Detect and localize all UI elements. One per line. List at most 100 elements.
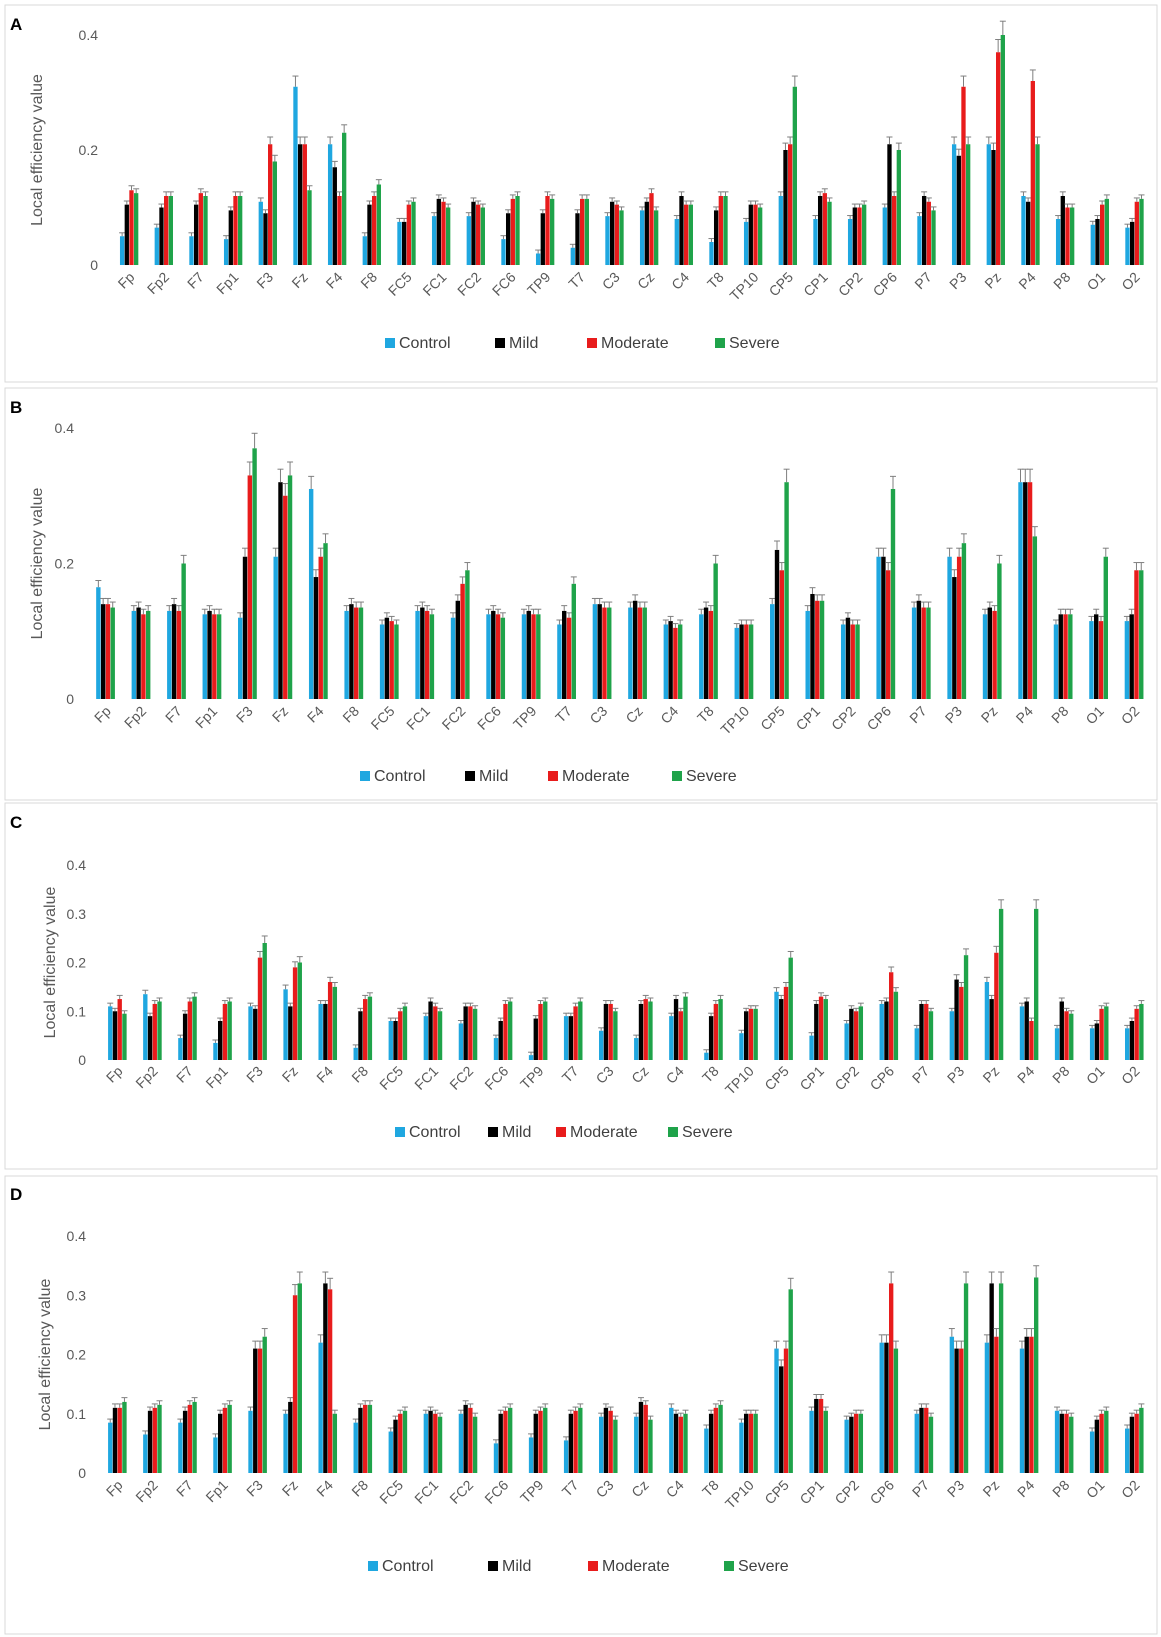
- bar-mild-c4: [673, 1413, 679, 1473]
- bar-control-fp1: [202, 614, 207, 699]
- bar-mild-o2: [1129, 1021, 1135, 1060]
- x-tick-label-cp5: CP5: [761, 1063, 792, 1094]
- panel-frame: [4, 802, 1158, 1170]
- bar-mild-p4: [1025, 201, 1031, 265]
- x-tick-label-fc2: FC2: [439, 703, 469, 733]
- bar-severe-cp2: [862, 204, 867, 266]
- legend-label-severe: Severe: [738, 1558, 789, 1575]
- bar-control-cp5: [774, 991, 779, 1060]
- bar-control-fc6: [501, 239, 506, 266]
- legend-swatch-control: [395, 1127, 405, 1137]
- bar-control-t8: [704, 1052, 709, 1060]
- bar-mild-pz: [987, 607, 993, 699]
- x-tick-label-pz: Pz: [981, 269, 1004, 292]
- bar-moderate-fc6: [495, 614, 501, 699]
- bar-moderate-o1: [1099, 1008, 1104, 1060]
- bar-mild-t7: [575, 213, 580, 265]
- legend-swatch-control: [385, 338, 395, 348]
- bar-mild-p3: [954, 979, 959, 1060]
- bar-control-p7: [917, 216, 922, 266]
- x-tick-label-cp2: CP2: [828, 703, 859, 734]
- bar-severe-fc1: [437, 1416, 443, 1473]
- bar-severe-cp1: [827, 201, 832, 265]
- bar-moderate-pz: [992, 610, 997, 699]
- legend-label-severe: Severe: [729, 335, 780, 352]
- bar-severe-p7: [928, 1011, 934, 1060]
- bar-moderate-fc6: [503, 1410, 508, 1473]
- bar-mild-fc1: [428, 1001, 433, 1060]
- bar-control-fp2: [143, 1434, 148, 1473]
- bar-moderate-p3: [959, 986, 964, 1061]
- bar-control-fc5: [397, 221, 402, 266]
- legend-label-control: Control: [399, 335, 451, 352]
- bar-moderate-o1: [1098, 621, 1104, 699]
- x-tick-label-fc2: FC2: [446, 1477, 476, 1507]
- bar-mild-cp1: [817, 196, 823, 265]
- bar-severe-cp6: [890, 488, 896, 699]
- x-tick-label-f8: F8: [339, 703, 362, 726]
- bar-mild-c3: [597, 604, 602, 699]
- bar-severe-fp: [110, 607, 115, 699]
- bar-control-tp9: [521, 614, 527, 699]
- bar-moderate-fc5: [398, 1413, 403, 1473]
- bar-mild-c3: [603, 1407, 609, 1473]
- bar-moderate-tp10: [744, 624, 749, 699]
- bar-severe-tp9: [550, 198, 555, 266]
- bar-control-t8: [699, 614, 704, 699]
- legend-label-mild: Mild: [502, 1558, 531, 1575]
- bar-severe-f3: [262, 943, 267, 1060]
- bar-mild-cz: [638, 1003, 644, 1060]
- bar-control-t8: [709, 242, 714, 265]
- bar-moderate-fc1: [433, 1413, 438, 1473]
- bar-control-tp9: [528, 1055, 534, 1061]
- bar-moderate-tp9: [531, 614, 536, 699]
- bar-moderate-f3: [247, 475, 252, 699]
- bar-mild-c4: [673, 999, 679, 1060]
- bar-moderate-cp2: [850, 624, 855, 699]
- legend-label-mild: Mild: [502, 1124, 531, 1141]
- bar-mild-fz: [278, 482, 283, 699]
- bar-moderate-fc2: [460, 583, 465, 699]
- bar-severe-f7: [181, 563, 186, 699]
- x-tick-label-fp: Fp: [103, 1477, 126, 1500]
- bar-moderate-fz: [302, 144, 307, 265]
- bar-moderate-p4: [1029, 1336, 1034, 1473]
- bar-control-cp6: [879, 1003, 884, 1060]
- x-tick-label-fc1: FC1: [419, 269, 449, 299]
- bar-severe-cp1: [819, 600, 825, 699]
- bar-mild-pz: [989, 1283, 994, 1473]
- bar-mild-cp5: [783, 150, 788, 265]
- bar-moderate-cz: [649, 193, 654, 266]
- bar-control-p4: [1019, 1006, 1025, 1061]
- y-tick-label: 0: [78, 1052, 86, 1068]
- bar-control-fc2: [458, 1023, 464, 1060]
- bar-mild-f8: [358, 1407, 363, 1473]
- bar-moderate-fc1: [441, 201, 446, 265]
- bar-severe-fc1: [446, 207, 451, 265]
- x-tick-label-p3: P3: [944, 1477, 968, 1501]
- x-tick-label-c4: C4: [663, 1477, 687, 1501]
- bar-severe-pz: [998, 908, 1004, 1061]
- bar-mild-cp2: [849, 1008, 854, 1060]
- x-tick-label-tp9: TP9: [517, 1063, 547, 1093]
- legend-swatch-moderate: [587, 338, 597, 348]
- bar-moderate-f4: [337, 196, 342, 265]
- x-tick-label-tp10: TP10: [717, 703, 752, 738]
- bar-severe-f3: [252, 448, 257, 699]
- bar-control-fc5: [388, 1431, 393, 1473]
- x-tick-label-cp1: CP1: [793, 703, 824, 734]
- bar-moderate-fc6: [510, 198, 515, 266]
- x-tick-label-o2: O2: [1118, 703, 1143, 728]
- legend-label-severe: Severe: [682, 1124, 733, 1141]
- bar-moderate-fc1: [424, 610, 430, 699]
- bar-severe-cp1: [823, 999, 828, 1060]
- y-tick-label: 0.2: [79, 142, 99, 158]
- x-tick-label-cp5: CP5: [757, 703, 788, 734]
- y-tick-label: 0.2: [67, 1347, 87, 1363]
- bar-mild-o1: [1095, 219, 1100, 265]
- bar-moderate-fc6: [503, 1003, 508, 1060]
- bar-moderate-cp6: [889, 972, 894, 1060]
- bar-severe-cp6: [896, 150, 901, 265]
- bar-control-t7: [563, 1440, 569, 1473]
- x-tick-label-cp6: CP6: [864, 703, 895, 734]
